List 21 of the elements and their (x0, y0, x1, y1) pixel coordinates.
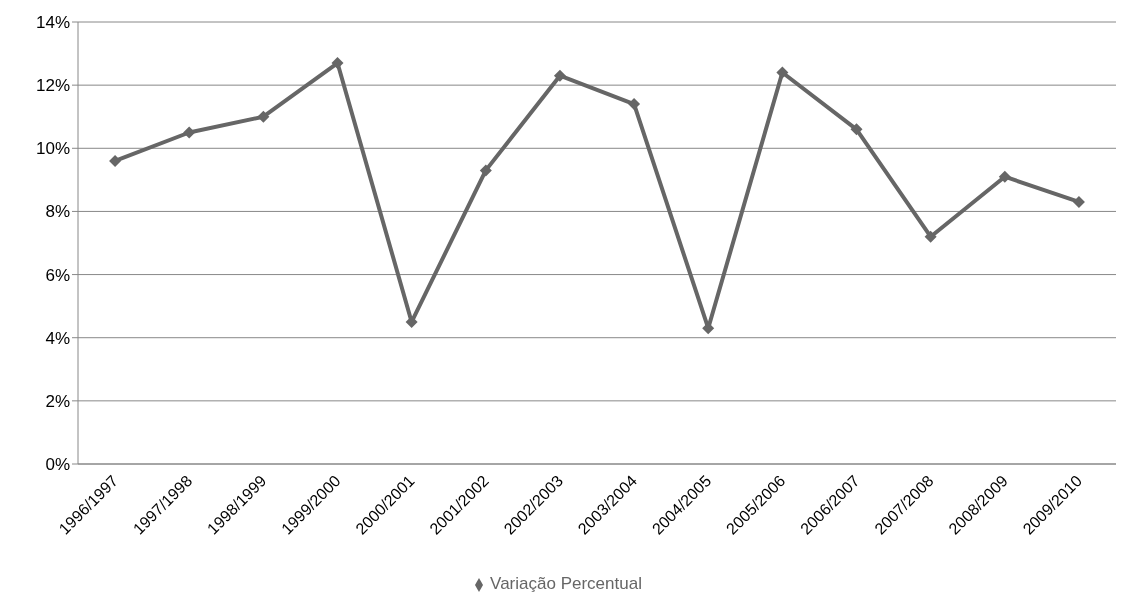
point (924, 230, 937, 243)
y-tick-label: 2% (45, 391, 70, 411)
legend-label: Variação Percentual (490, 574, 642, 593)
point (850, 123, 863, 136)
y-tick-label: 4% (45, 328, 70, 348)
point (998, 170, 1011, 183)
y-tick-label: 8% (45, 202, 70, 222)
y-tick-label: 6% (45, 265, 70, 285)
point (183, 126, 196, 139)
point (479, 164, 492, 177)
point (553, 69, 566, 82)
y-tick-label: 12% (35, 76, 70, 96)
point (331, 57, 344, 70)
point (257, 110, 270, 123)
point (628, 98, 641, 111)
y-tick-label: 0% (45, 455, 70, 475)
point (109, 154, 122, 167)
point (776, 66, 789, 79)
y-tick-label: 14% (35, 13, 70, 33)
point (1072, 195, 1085, 208)
y-tick-label: 10% (35, 139, 70, 159)
